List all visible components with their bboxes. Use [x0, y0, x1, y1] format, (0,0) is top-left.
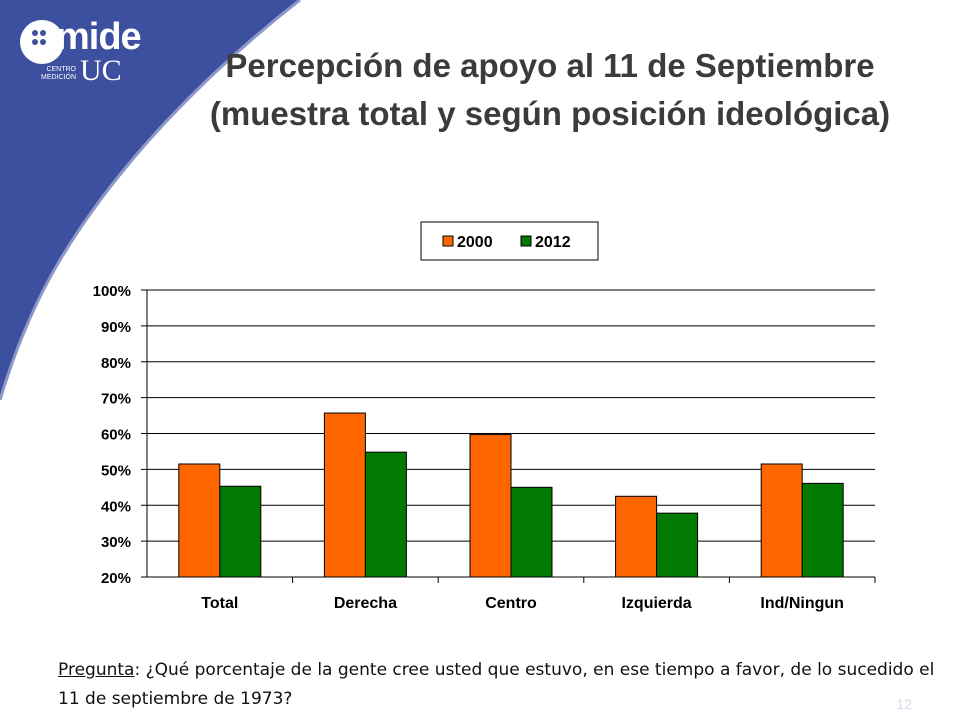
x-tick-label: Ind/Ningun	[760, 595, 844, 612]
logo-mide-text: mide	[56, 16, 142, 58]
mide-uc-logo: mide UC CENTRO MEDICIÓN	[20, 16, 142, 87]
bar-2000	[760, 463, 803, 578]
slide-title: Percepción de apoyo al 11 de Septiembre …	[200, 42, 900, 138]
bar-2000	[323, 412, 366, 578]
bar-2000	[178, 463, 221, 578]
logo-dots-icon	[32, 30, 52, 54]
bar-2012	[364, 451, 407, 578]
question-body: : ¿Qué porcentaje de la gente cree usted…	[58, 660, 935, 709]
page-number: 12	[896, 696, 912, 712]
logo-uc-text: UC	[80, 54, 122, 87]
legend-swatch-2012	[520, 235, 532, 247]
x-tick-label: Total	[201, 595, 238, 612]
y-tick-label: 80%	[101, 355, 131, 372]
bar-2012	[219, 485, 262, 578]
y-tick-label: 30%	[101, 534, 131, 551]
bar-2000	[469, 434, 512, 578]
bar-2012	[510, 486, 553, 578]
y-tick-label: 60%	[101, 427, 131, 444]
y-tick-label: 40%	[101, 498, 131, 515]
logo-centro-text: CENTRO MEDICIÓN	[41, 66, 76, 81]
x-tick-label: Derecha	[334, 595, 397, 612]
y-tick-label: 20%	[101, 570, 131, 587]
legend-swatch-2000	[442, 235, 454, 247]
legend-label-2000: 2000	[457, 234, 493, 251]
bar-2000	[615, 495, 658, 578]
y-tick-label: 100%	[93, 283, 131, 300]
bar-2012	[801, 482, 844, 578]
y-tick-label: 90%	[101, 319, 131, 336]
y-tick-label: 50%	[101, 462, 131, 479]
legend-label-2012: 2012	[535, 234, 571, 251]
y-tick-label: 70%	[101, 391, 131, 408]
x-tick-label: Izquierda	[621, 595, 691, 612]
bar-2012	[656, 512, 699, 578]
question-label: Pregunta	[58, 660, 135, 680]
question-text: Pregunta: ¿Qué porcentaje de la gente cr…	[58, 656, 938, 714]
title-line-1: Percepción de apoyo al 11 de Septiembre	[225, 47, 875, 84]
title-line-2: (muestra total y según posición ideológi…	[209, 95, 891, 132]
x-tick-label: Centro	[485, 595, 537, 612]
